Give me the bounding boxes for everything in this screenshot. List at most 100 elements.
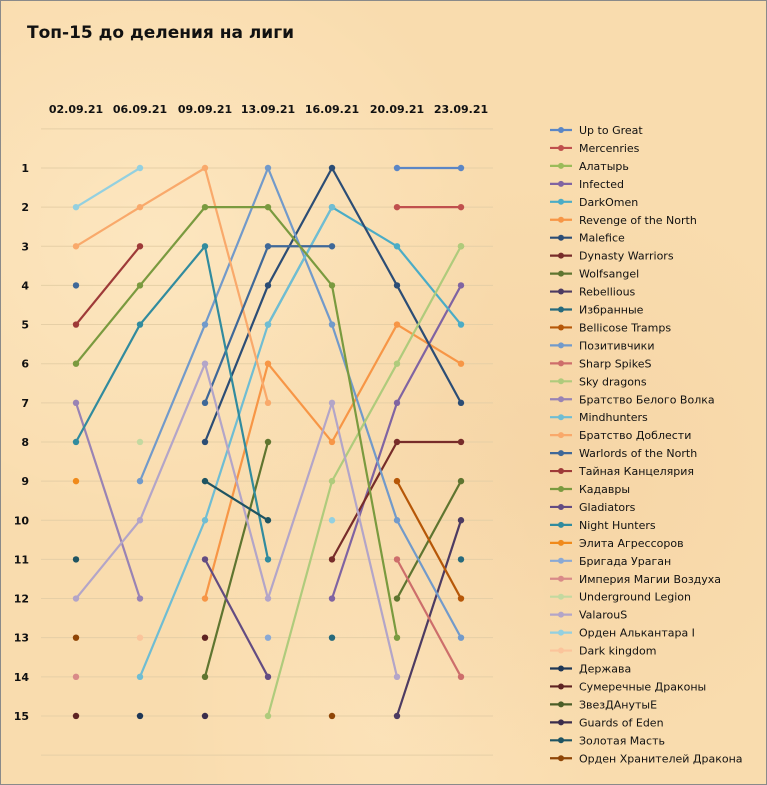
legend-marker (558, 360, 564, 367)
data-point (264, 556, 272, 563)
series-line (74, 402, 142, 599)
legend-label: Mercenries (579, 142, 640, 155)
legend-marker (558, 593, 564, 600)
data-point (201, 399, 209, 407)
legend-marker (558, 665, 564, 672)
data-point (72, 243, 80, 250)
legend-label: DarkOmen (579, 196, 638, 209)
data-point (72, 321, 80, 328)
data-point (264, 321, 272, 328)
series (72, 399, 144, 602)
data-point (72, 203, 80, 211)
legend-marker (558, 198, 564, 205)
series (393, 477, 465, 602)
data-point (328, 164, 336, 172)
legend-label: Держава (579, 663, 631, 676)
legend-marker (558, 557, 564, 564)
data-point (328, 595, 336, 602)
series (72, 360, 401, 681)
legend-item: Держава (550, 663, 631, 676)
data-point (201, 517, 209, 524)
y-tick-label: 3 (21, 240, 29, 253)
data-point (328, 517, 336, 524)
data-point (457, 438, 465, 446)
legend-item: Золотая Масть (550, 734, 665, 747)
series (201, 556, 272, 681)
series (264, 634, 272, 641)
legend-item: Night Hunters (550, 519, 656, 532)
data-point (393, 243, 401, 250)
y-tick-label: 13 (14, 632, 29, 645)
data-point (72, 477, 80, 485)
legend-marker (558, 468, 564, 475)
y-tick-label: 12 (14, 593, 29, 606)
data-point (457, 243, 465, 250)
data-point (264, 712, 272, 720)
legend-label: Сумеречные Драконы (579, 680, 706, 693)
legend-item: Кадавры (550, 483, 630, 496)
legend-label: Братство Доблести (579, 429, 691, 442)
series (328, 282, 465, 602)
data-point (201, 477, 209, 485)
y-tick-label: 9 (21, 475, 29, 488)
legend-item: Dynasty Warriors (550, 250, 674, 263)
legend-item: DarkOmen (550, 196, 638, 209)
data-point (393, 712, 401, 720)
series (393, 164, 465, 172)
data-point (393, 282, 401, 289)
data-point (264, 243, 272, 250)
legend-label: Элита Агрессоров (579, 537, 684, 550)
series (72, 634, 209, 720)
legend-label: Орден Хранителей Дракона (579, 752, 743, 765)
data-point (72, 360, 80, 367)
data-point (201, 556, 209, 563)
data-point (136, 712, 144, 720)
x-tick-label: 09.09.21 (178, 103, 232, 116)
legend-label: Mindhunters (579, 411, 648, 424)
series-line (75, 245, 141, 326)
legend-label: Братство Белого Волка (579, 393, 715, 406)
series (264, 243, 465, 720)
data-point (72, 673, 80, 681)
series (136, 634, 144, 641)
data-point (201, 595, 209, 602)
legend-marker (558, 288, 564, 295)
legend-marker (558, 486, 564, 492)
data-point (328, 203, 336, 211)
data-point (328, 477, 336, 485)
legend-item: Sharp SpikeS (550, 357, 651, 370)
series (328, 556, 465, 641)
legend-marker (558, 647, 564, 654)
legend-item: Mercenries (550, 142, 640, 155)
data-point (264, 595, 272, 602)
series-line (396, 558, 462, 678)
series (136, 438, 144, 446)
legend-marker (558, 683, 564, 690)
legend-label: Избранные (579, 304, 644, 317)
data-point (328, 243, 336, 250)
legend-marker (558, 539, 564, 546)
series-line (138, 206, 333, 678)
data-point (393, 477, 401, 485)
data-point (457, 634, 465, 641)
legend-item: Malefice (550, 232, 625, 245)
data-point (136, 321, 144, 328)
legend-label: Sharp SpikeS (579, 357, 651, 370)
data-point (201, 164, 209, 172)
legend-marker (558, 737, 564, 744)
legend-marker (558, 450, 564, 457)
data-point (201, 438, 209, 446)
legend-item: Орден Алькантара I (550, 627, 695, 640)
legend-label: Night Hunters (579, 519, 656, 532)
data-point (328, 556, 336, 563)
data-point (201, 321, 209, 328)
legend-marker (558, 306, 564, 313)
series-line (75, 167, 141, 209)
x-tick-label: 02.09.21 (49, 103, 103, 116)
legend-label: Warlords of the North (579, 447, 697, 460)
y-tick-label: 15 (14, 710, 29, 723)
data-point (264, 399, 272, 407)
data-point (457, 203, 465, 211)
legend-marker (558, 755, 564, 762)
